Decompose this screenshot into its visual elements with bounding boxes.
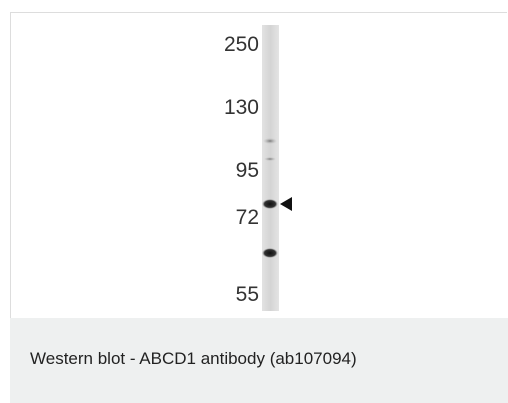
- band-arrow: [280, 197, 292, 211]
- band: [262, 248, 278, 258]
- marker-label: 55: [236, 283, 259, 306]
- page: 250 130 95 72 55 Western blot - ABCD1 an…: [0, 0, 508, 403]
- marker-label: 250: [224, 33, 259, 56]
- marker-label: 130: [224, 96, 259, 119]
- figure-panel: 250 130 95 72 55: [10, 12, 507, 318]
- blot-figure: 250 130 95 72 55: [11, 13, 508, 319]
- caption-bar: Western blot - ABCD1 antibody (ab107094): [10, 318, 508, 403]
- band: [262, 199, 278, 209]
- band: [264, 157, 276, 161]
- blot-lane: [262, 25, 279, 311]
- marker-label: 72: [236, 206, 259, 229]
- caption: Western blot - ABCD1 antibody (ab107094): [30, 349, 357, 369]
- band: [263, 138, 277, 144]
- marker-label: 95: [236, 159, 259, 182]
